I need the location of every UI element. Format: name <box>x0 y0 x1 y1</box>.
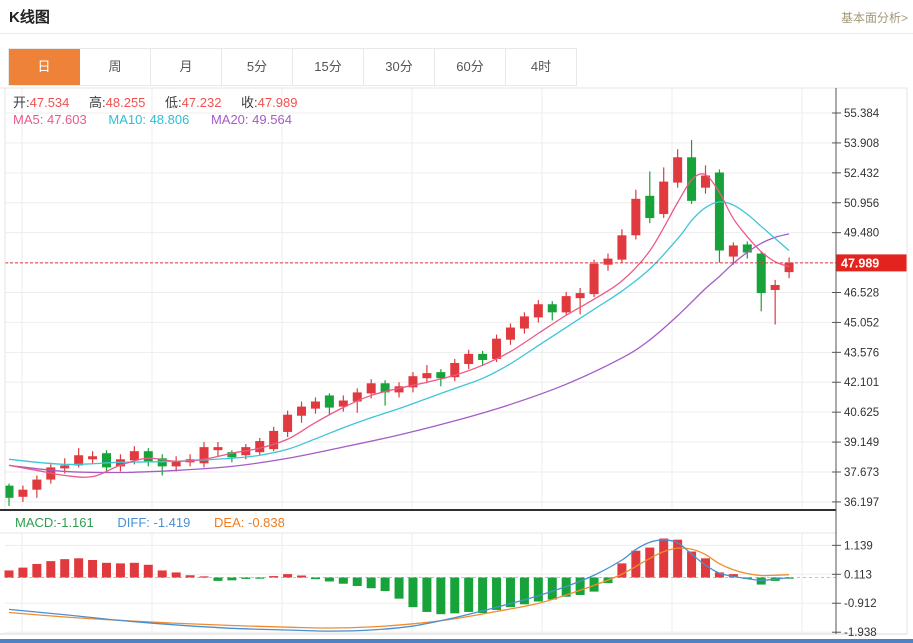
svg-text:39.149: 39.149 <box>844 437 879 449</box>
high-label: 高: <box>89 95 106 110</box>
svg-text:49.480: 49.480 <box>844 228 879 240</box>
ma5-readout: MA5: 47.603 <box>13 112 87 127</box>
ma20-readout: MA20: 49.564 <box>210 112 292 127</box>
svg-text:0.113: 0.113 <box>844 569 872 581</box>
macd-bar: MACD:-1.161 DIFF: -1.419 DEA: -0.838 <box>15 515 285 530</box>
svg-text:36.197: 36.197 <box>844 497 879 509</box>
tab-4hour[interactable]: 4时 <box>530 59 552 74</box>
svg-text:43.576: 43.576 <box>844 347 879 359</box>
high-value: 48.255 <box>105 95 146 110</box>
svg-text:53.908: 53.908 <box>844 138 879 150</box>
low-label: 低: <box>165 95 182 110</box>
tab-15min[interactable]: 15分 <box>293 49 364 85</box>
low-value: 47.232 <box>181 95 222 110</box>
close-value: 47.989 <box>257 95 298 110</box>
tab-60min[interactable]: 60分 <box>435 49 506 85</box>
tab-day[interactable]: 日 <box>9 49 80 85</box>
open-value: 47.534 <box>29 95 70 110</box>
tab-5min[interactable]: 5分 <box>222 49 293 85</box>
dea-readout: DEA: -0.838 <box>214 515 285 530</box>
page-title: K线图 <box>9 9 50 26</box>
tab-month[interactable]: 月 <box>151 49 222 85</box>
svg-text:46.528: 46.528 <box>844 288 879 300</box>
svg-text:42.101: 42.101 <box>844 377 879 389</box>
macd-readout: MACD:-1.161 <box>15 515 94 530</box>
open-label: 开: <box>13 95 30 110</box>
svg-text:45.052: 45.052 <box>844 317 879 329</box>
quote-bar: 开:47.534 高:48.255 低:47.232 收:47.989 <box>13 92 313 111</box>
title-divider <box>0 33 913 34</box>
close-label: 收: <box>241 95 258 110</box>
svg-text:1.139: 1.139 <box>844 540 873 552</box>
svg-text:40.625: 40.625 <box>844 407 879 419</box>
svg-text:52.432: 52.432 <box>844 168 879 180</box>
svg-text:50.956: 50.956 <box>844 198 879 210</box>
svg-text:-1.938: -1.938 <box>844 627 877 639</box>
ma-bar: MA5: 47.603 MA10: 48.806 MA20: 49.564 <box>13 112 292 127</box>
ma10-readout: MA10: 48.806 <box>108 112 190 127</box>
tab-30min[interactable]: 30分 <box>364 49 435 85</box>
svg-text:-0.912: -0.912 <box>844 598 877 610</box>
fundamental-analysis-link[interactable]: 基本面分析> <box>840 11 908 25</box>
tab-week[interactable]: 周 <box>80 49 151 85</box>
diff-readout: DIFF: -1.419 <box>117 515 191 530</box>
svg-text:55.384: 55.384 <box>844 108 880 120</box>
interval-tabbar: 日 周 月 5分 15分 30分 60分 4时 <box>8 48 577 86</box>
svg-text:47.989: 47.989 <box>841 256 879 270</box>
bottom-accent-bar <box>0 639 913 643</box>
svg-text:37.673: 37.673 <box>844 467 879 479</box>
